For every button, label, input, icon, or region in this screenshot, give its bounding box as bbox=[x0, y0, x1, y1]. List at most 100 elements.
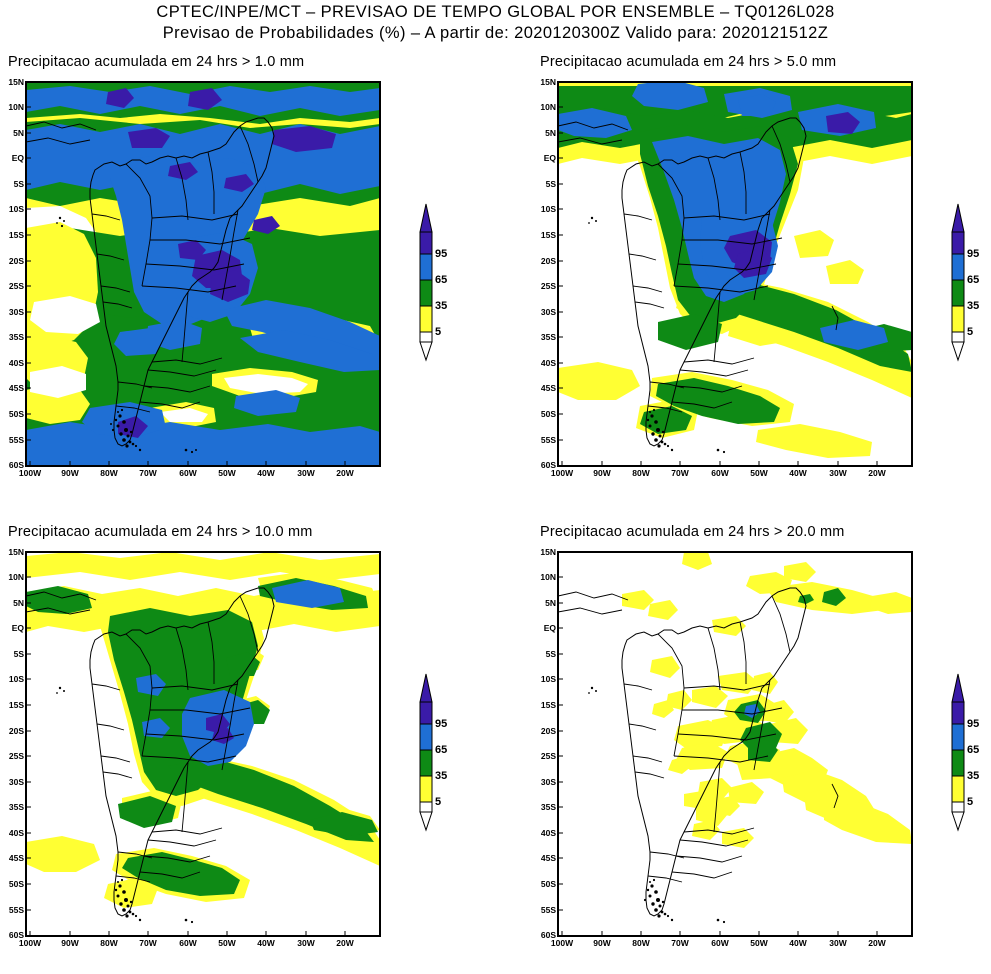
svg-text:65: 65 bbox=[967, 274, 979, 286]
svg-text:15S: 15S bbox=[9, 230, 24, 240]
colorbar-gt-5mm: 95 65 35 5 bbox=[936, 202, 991, 362]
svg-text:50W: 50W bbox=[750, 468, 768, 478]
svg-text:15S: 15S bbox=[541, 230, 556, 240]
colorbar-labels: 95 65 35 5 bbox=[435, 248, 447, 338]
panel-title: Precipitacao acumulada em 24 hrs > 5.0 m… bbox=[540, 54, 837, 70]
andes-stipple bbox=[588, 686, 726, 924]
svg-text:50S: 50S bbox=[541, 879, 556, 889]
svg-text:40S: 40S bbox=[541, 358, 556, 368]
svg-text:20W: 20W bbox=[336, 938, 354, 948]
svg-text:90W: 90W bbox=[593, 938, 611, 948]
map-svg: 15N 10N 5N EQ 5S 10S 15S 20S 25S 30S 35S… bbox=[540, 78, 913, 478]
svg-text:45S: 45S bbox=[541, 383, 556, 393]
coastlines bbox=[26, 587, 275, 917]
svg-text:30S: 30S bbox=[541, 307, 556, 317]
svg-text:70W: 70W bbox=[671, 468, 689, 478]
svg-text:30S: 30S bbox=[9, 777, 24, 787]
map-gt-20mm[interactable]: 15N 10N 5N EQ 5S 10S 15S 20S 25S 30S 35S… bbox=[532, 548, 932, 948]
panel-gt-20mm: Precipitacao acumulada em 24 hrs > 20.0 … bbox=[496, 524, 991, 974]
svg-text:60S: 60S bbox=[541, 930, 556, 940]
panel-gt-5mm: Precipitacao acumulada em 24 hrs > 5.0 m… bbox=[496, 54, 991, 504]
svg-text:35: 35 bbox=[967, 770, 979, 782]
svg-text:35: 35 bbox=[967, 300, 979, 312]
svg-text:65: 65 bbox=[435, 274, 447, 286]
svg-text:35: 35 bbox=[435, 300, 447, 312]
map-gt-10mm[interactable]: 15N 10N 5N EQ 5S 10S 15S 20S 25S 30S 35S… bbox=[0, 548, 400, 948]
svg-text:50S: 50S bbox=[9, 879, 24, 889]
svg-text:95: 95 bbox=[435, 248, 447, 260]
svg-text:40W: 40W bbox=[257, 468, 275, 478]
svg-text:10S: 10S bbox=[9, 204, 24, 214]
coastlines bbox=[558, 117, 839, 447]
map-gt-5mm[interactable]: 15N 10N 5N EQ 5S 10S 15S 20S 25S 30S 35S… bbox=[532, 78, 932, 478]
svg-text:30W: 30W bbox=[829, 938, 847, 948]
plot-frame bbox=[557, 551, 913, 937]
svg-text:60W: 60W bbox=[711, 938, 729, 948]
svg-text:80W: 80W bbox=[100, 938, 118, 948]
svg-text:5: 5 bbox=[435, 796, 441, 808]
x-axis: 100W 90W 80W 70W 60W 50W 40W 30W 20W bbox=[551, 931, 887, 948]
plot-frame bbox=[25, 551, 381, 937]
svg-text:90W: 90W bbox=[593, 468, 611, 478]
plot-frame bbox=[25, 81, 381, 467]
svg-text:35: 35 bbox=[435, 770, 447, 782]
svg-text:70W: 70W bbox=[139, 468, 157, 478]
svg-text:5: 5 bbox=[967, 796, 973, 808]
svg-text:60W: 60W bbox=[179, 938, 197, 948]
svg-text:5S: 5S bbox=[546, 649, 557, 659]
svg-text:40S: 40S bbox=[9, 358, 24, 368]
y-axis: 15N 10N 5N EQ 5S 10S 15S 20S 25S 30S 35S… bbox=[8, 78, 31, 470]
svg-text:65: 65 bbox=[967, 744, 979, 756]
svg-text:65: 65 bbox=[435, 744, 447, 756]
svg-text:55S: 55S bbox=[9, 435, 24, 445]
svg-text:90W: 90W bbox=[61, 938, 79, 948]
coastlines bbox=[558, 587, 839, 917]
svg-text:15N: 15N bbox=[8, 548, 24, 557]
andes-stipple bbox=[56, 216, 197, 454]
colorbar-gt-1mm: 95 65 35 5 bbox=[404, 202, 464, 362]
svg-text:5: 5 bbox=[435, 326, 441, 338]
svg-text:EQ: EQ bbox=[544, 153, 557, 163]
svg-text:40W: 40W bbox=[789, 468, 807, 478]
svg-text:30S: 30S bbox=[541, 777, 556, 787]
svg-text:60W: 60W bbox=[711, 468, 729, 478]
map-svg: 15N 10N 5N EQ 5S 10S 15S 20S 25S 30S 35S… bbox=[540, 548, 913, 948]
y-axis: 15N 10N 5N EQ 5S 10S 15S 20S 25S 30S 35S… bbox=[540, 548, 563, 940]
svg-text:80W: 80W bbox=[100, 468, 118, 478]
svg-text:15N: 15N bbox=[8, 78, 24, 87]
panel-gt-1mm: Precipitacao acumulada em 24 hrs > 1.0 m… bbox=[0, 54, 495, 504]
svg-text:5S: 5S bbox=[546, 179, 557, 189]
svg-text:30W: 30W bbox=[297, 468, 315, 478]
svg-text:EQ: EQ bbox=[12, 153, 25, 163]
colorbar-swatches bbox=[419, 673, 433, 832]
svg-text:50W: 50W bbox=[218, 468, 236, 478]
svg-text:60W: 60W bbox=[179, 468, 197, 478]
svg-text:15S: 15S bbox=[9, 700, 24, 710]
svg-text:10N: 10N bbox=[8, 102, 24, 112]
svg-text:60S: 60S bbox=[9, 930, 24, 940]
svg-text:5S: 5S bbox=[14, 179, 25, 189]
svg-text:20S: 20S bbox=[9, 256, 24, 266]
svg-text:15N: 15N bbox=[540, 548, 556, 557]
probability-field bbox=[26, 552, 380, 936]
svg-text:45S: 45S bbox=[9, 853, 24, 863]
svg-text:20W: 20W bbox=[868, 468, 886, 478]
andes-stipple bbox=[56, 686, 194, 924]
panel-title: Precipitacao acumulada em 24 hrs > 10.0 … bbox=[8, 524, 313, 540]
map-gt-1mm[interactable]: 15N 10N 5N EQ 5S 10S 15S 20S 25S 30S 35S… bbox=[0, 78, 400, 478]
svg-text:5N: 5N bbox=[545, 128, 556, 138]
svg-text:35S: 35S bbox=[9, 802, 24, 812]
svg-text:10S: 10S bbox=[9, 674, 24, 684]
svg-text:50W: 50W bbox=[218, 938, 236, 948]
svg-text:25S: 25S bbox=[541, 281, 556, 291]
svg-text:60S: 60S bbox=[541, 460, 556, 470]
svg-text:95: 95 bbox=[967, 248, 979, 260]
svg-text:80W: 80W bbox=[632, 938, 650, 948]
svg-text:55S: 55S bbox=[541, 905, 556, 915]
svg-text:5N: 5N bbox=[13, 598, 24, 608]
svg-text:45S: 45S bbox=[9, 383, 24, 393]
panel-title: Precipitacao acumulada em 24 hrs > 20.0 … bbox=[540, 524, 845, 540]
svg-text:EQ: EQ bbox=[12, 623, 25, 633]
colorbar-gt-10mm: 95 65 35 5 bbox=[404, 672, 464, 832]
andes-stipple bbox=[588, 216, 726, 454]
